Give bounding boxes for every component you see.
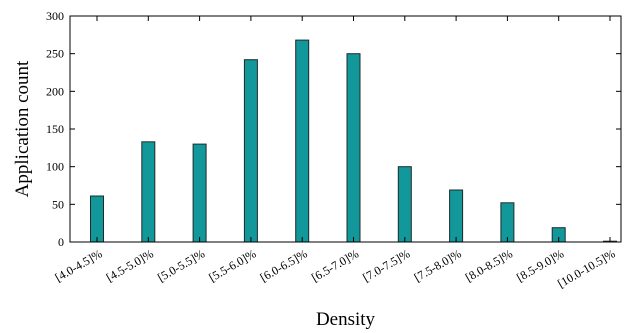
x-tick-label: [4.0-4.5]% (52, 246, 104, 284)
x-axis-title: Density (316, 309, 376, 330)
x-tick-label: [5.5-6.0]% (206, 246, 258, 284)
y-tick-label: 0 (58, 235, 64, 249)
y-tick-label: 300 (46, 9, 64, 23)
x-tick-label: [7.0-7.5]% (360, 246, 412, 284)
x-tick-label: [8.0-8.5]% (463, 246, 515, 284)
y-tick-label: 50 (52, 197, 64, 211)
bar-7 (449, 189, 464, 243)
y-tick-label: 150 (46, 122, 64, 136)
x-axis-ticks: [4.0-4.5]% [4.5-5.0]% [5.0-5.5]% [5.5-6.0]%… (52, 16, 618, 291)
x-tick-label: [5.0-5.5]% (155, 246, 207, 284)
bar-0 (90, 195, 104, 243)
x-tick-label: [6.0-6.5]% (258, 246, 310, 284)
bar-8 (500, 202, 515, 243)
bar-3 (243, 59, 258, 243)
bars-layer (90, 39, 617, 243)
y-tick-label: 100 (46, 160, 64, 174)
x-tick-label: [10.0-10.5]% (555, 246, 617, 290)
y-axis-ticks: 0 50 100 150 200 250 300 (46, 9, 621, 249)
x-tick-label: [4.5-5.0]% (104, 246, 156, 284)
bar-4 (295, 39, 310, 243)
bar-6 (397, 166, 412, 243)
bar-2 (192, 143, 207, 243)
y-axis-title: Application count (12, 60, 33, 197)
y-tick-label: 200 (46, 84, 64, 98)
x-tick-label: [7.5-8.0]% (412, 246, 464, 284)
y-tick-label: 250 (46, 47, 64, 61)
bar-5 (346, 53, 361, 243)
x-tick-label: [6.5-7.0]% (309, 246, 361, 284)
bar-1 (141, 141, 156, 243)
